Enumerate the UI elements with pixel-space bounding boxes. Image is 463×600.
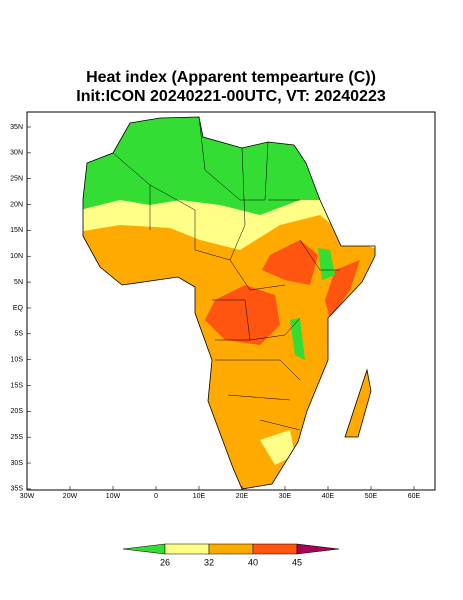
colorbar-label: 26	[160, 557, 170, 567]
lat-label: 5N	[14, 279, 23, 286]
lat-label: 15N	[10, 227, 23, 234]
colorbar-label: 45	[292, 557, 302, 567]
coastline	[82, 116, 376, 490]
lat-label: 30N	[10, 150, 23, 157]
subtitle: Init:ICON 20240221-00UTC, VT: 20240223	[76, 88, 386, 105]
lon-label: 30W	[20, 493, 35, 500]
colorbar: 26 32 40 45	[122, 543, 340, 567]
lon-label: 10W	[106, 493, 121, 500]
colorbar-label: 40	[248, 557, 258, 567]
lat-label: 20S	[11, 408, 24, 415]
country-borders	[112, 116, 340, 431]
lat-label: 35N	[10, 124, 23, 131]
lat-label: 35S	[11, 486, 24, 493]
lat-label: 25S	[11, 434, 24, 441]
colorbar-label: 32	[204, 557, 214, 567]
lat-label: 30S	[11, 460, 24, 467]
lat-label: 15S	[11, 382, 24, 389]
lat-label: 10S	[11, 356, 24, 363]
colorbar-segment	[164, 543, 210, 555]
lon-label: 60E	[408, 493, 421, 500]
title: Heat index (Apparent tempearture (C))	[86, 69, 376, 86]
colorbar-segment	[252, 543, 298, 555]
colorbar-high	[296, 543, 340, 555]
lat-label: 25N	[10, 176, 23, 183]
lat-label: 10N	[10, 253, 23, 260]
colorbar-low	[122, 543, 166, 555]
colorbar-segment	[208, 543, 254, 555]
lon-label: 30E	[279, 493, 292, 500]
lon-label: 20E	[236, 493, 249, 500]
lon-label: 50E	[365, 493, 378, 500]
lat-label: 20N	[10, 201, 23, 208]
lon-label: 40E	[322, 493, 335, 500]
lon-label: 0	[154, 493, 158, 500]
lon-label: 20W	[63, 493, 78, 500]
lat-label: 5S	[14, 331, 23, 338]
axes: 35N 30N 25N 20N 15N 10N 5N EQ 5S 10S 15S 20S 25S 30S 3…	[10, 124, 420, 500]
lat-label: EQ	[13, 305, 24, 312]
lon-label: 10E	[193, 493, 206, 500]
